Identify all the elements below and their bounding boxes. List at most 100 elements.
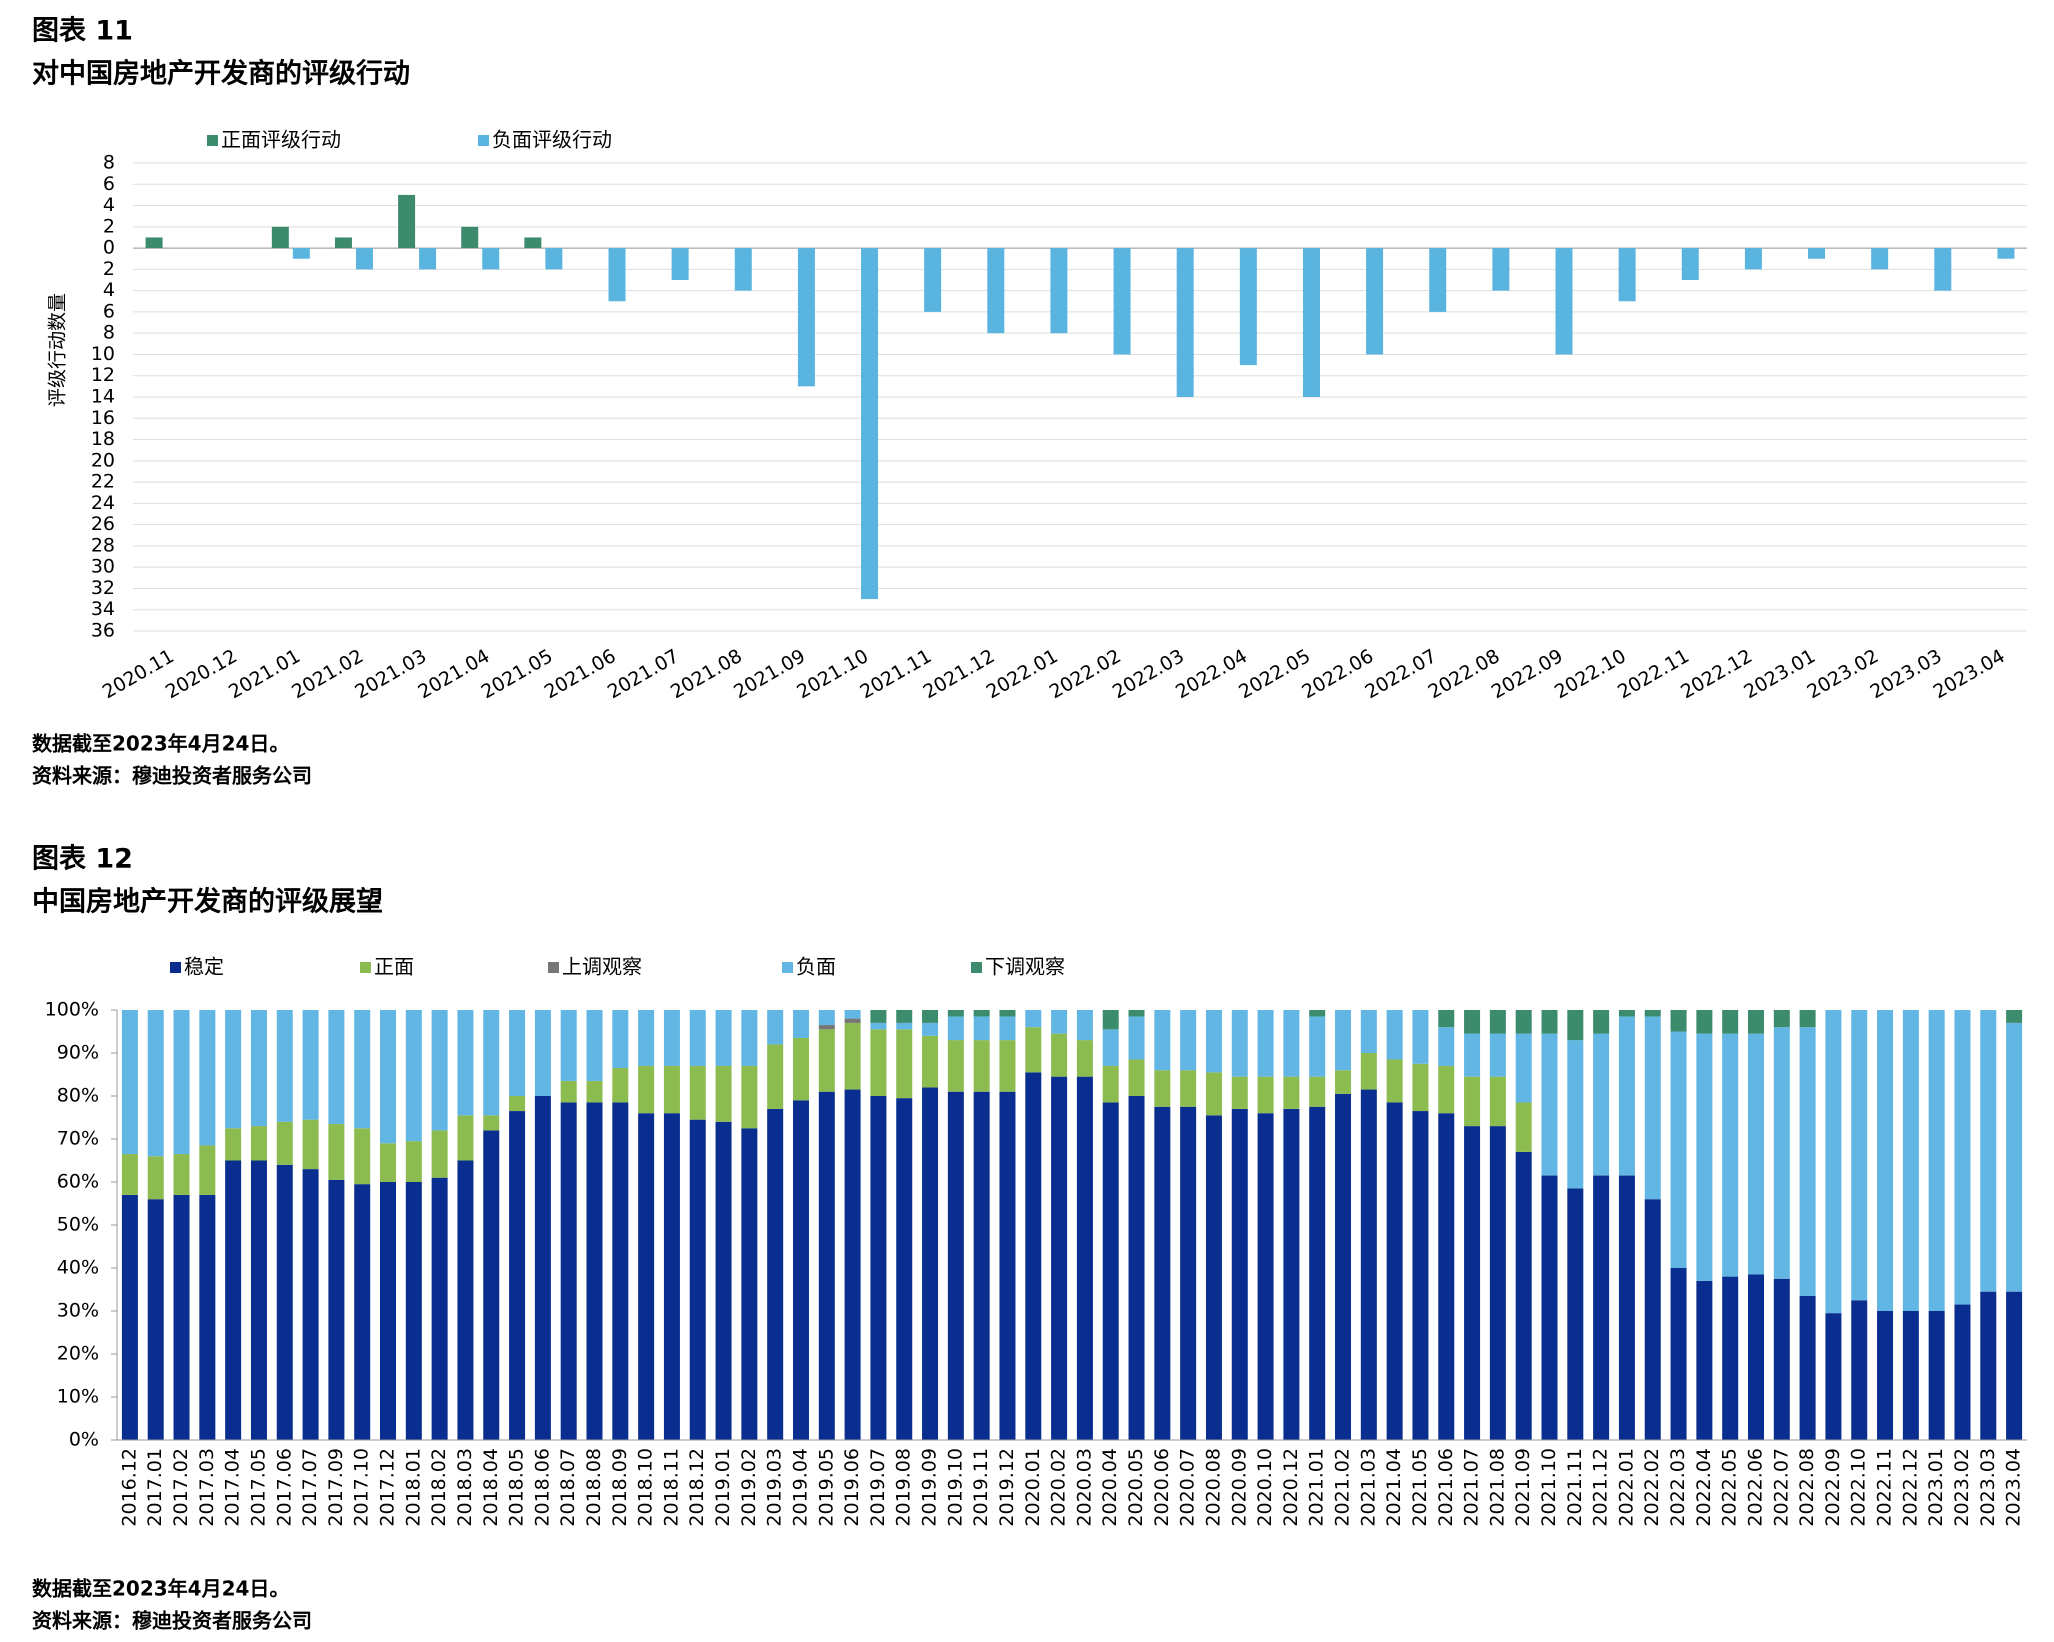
bar-segment — [1205, 1010, 1222, 1073]
x-tick-label: 2018.06 — [531, 1448, 553, 1527]
bar-segment — [483, 1010, 500, 1116]
bar — [861, 248, 879, 600]
bar-segment — [1231, 1010, 1248, 1077]
bar-segment — [612, 1102, 629, 1440]
note: 数据截至2023年4月24日。 — [32, 1577, 289, 1601]
bar-segment — [1438, 1010, 1455, 1028]
bar-segment — [1205, 1072, 1222, 1116]
x-tick-label: 2018.03 — [454, 1448, 476, 1527]
bar-segment — [947, 1091, 964, 1440]
x-tick-label: 2019.04 — [789, 1448, 811, 1527]
x-tick-label: 2018.05 — [506, 1448, 528, 1527]
bar-segment — [276, 1164, 293, 1440]
bar-segment — [792, 1010, 809, 1038]
x-tick-label: 2019.05 — [815, 1448, 837, 1527]
bar — [734, 248, 752, 291]
bar-segment — [663, 1010, 680, 1066]
x-tick-label: 2021.11 — [856, 645, 935, 703]
x-tick-label: 2021.11 — [1564, 1448, 1586, 1527]
bar-segment — [1051, 1010, 1068, 1034]
bar-segment — [1335, 1010, 1352, 1071]
bar-segment — [225, 1128, 242, 1161]
y-tick-label: 10 — [91, 343, 115, 365]
bar-segment — [715, 1010, 732, 1066]
bar-segment — [2006, 1010, 2023, 1023]
x-tick-label: 2021.05 — [1409, 1448, 1431, 1527]
bar-segment — [302, 1119, 319, 1170]
y-tick-label: 8 — [103, 322, 115, 344]
x-tick-label: 2021.08 — [667, 645, 746, 703]
bar-segment — [767, 1044, 784, 1109]
bar-segment — [1541, 1033, 1558, 1176]
x-tick-label: 2017.07 — [299, 1448, 321, 1527]
bar-segment — [741, 1128, 758, 1440]
bar-segment — [922, 1087, 939, 1440]
bar-segment — [560, 1102, 577, 1440]
x-tick-label: 2021.07 — [604, 645, 683, 703]
bar-segment — [1696, 1280, 1713, 1440]
x-tick-label: 2020.12 — [1280, 1448, 1302, 1527]
bar-segment — [973, 1091, 990, 1440]
x-tick-label: 2021.12 — [919, 645, 998, 703]
bar-segment — [818, 1029, 835, 1092]
bar — [1302, 248, 1320, 397]
bar-segment — [1283, 1076, 1300, 1109]
legend-label: 正面 — [374, 955, 414, 979]
bar-segment — [1928, 1010, 1945, 1311]
x-tick-label: 2022.09 — [1488, 645, 1567, 703]
bar-segment — [1799, 1295, 1816, 1440]
x-tick-label: 2021.09 — [1512, 1448, 1534, 1527]
x-tick-label: 2022.05 — [1719, 1448, 1741, 1527]
bar-segment — [1205, 1115, 1222, 1440]
bar-segment — [844, 1018, 861, 1023]
bar-segment — [999, 1016, 1016, 1041]
bar-segment — [509, 1010, 526, 1096]
bar-segment — [1154, 1070, 1171, 1107]
legend-swatch — [360, 962, 371, 973]
bar-segment — [922, 1010, 939, 1023]
bar-segment — [1954, 1010, 1971, 1305]
bar — [482, 248, 500, 270]
bar-segment — [560, 1010, 577, 1081]
x-tick-label: 2021.03 — [1357, 1448, 1379, 1527]
x-tick-label: 2018.09 — [609, 1448, 631, 1527]
bar-segment — [1231, 1108, 1248, 1440]
bar-segment — [1980, 1010, 1997, 1292]
legend-label: 稳定 — [184, 955, 224, 979]
bar-segment — [1567, 1040, 1584, 1189]
bar-segment — [250, 1160, 267, 1440]
bar-segment — [818, 1025, 835, 1030]
y-axis-title: 评级行动数量 — [47, 293, 69, 407]
bar-segment — [767, 1010, 784, 1045]
y-tick-label: 30% — [57, 1300, 99, 1322]
bar-segment — [199, 1145, 216, 1195]
bar-segment — [1489, 1076, 1506, 1127]
legend-label: 负面 — [796, 955, 836, 979]
bar-segment — [1902, 1311, 1919, 1440]
bar-segment — [1309, 1106, 1326, 1440]
y-tick-label: 32 — [91, 577, 115, 599]
bar — [1555, 248, 1573, 355]
x-tick-label: 2023.04 — [2003, 1448, 2025, 1527]
x-tick-label: 2018.08 — [583, 1448, 605, 1527]
bar-segment — [276, 1121, 293, 1165]
x-tick-label: 2019.10 — [944, 1448, 966, 1527]
x-tick-label: 2016.12 — [118, 1448, 140, 1527]
x-tick-label: 2020.07 — [1177, 1448, 1199, 1527]
bar-segment — [431, 1130, 448, 1178]
bar-segment — [999, 1091, 1016, 1440]
bar-segment — [638, 1113, 655, 1440]
bar — [1997, 248, 2015, 259]
bar-segment — [483, 1115, 500, 1131]
bar-segment — [1877, 1311, 1894, 1440]
bar-segment — [147, 1156, 164, 1200]
y-tick-label: 20 — [91, 449, 115, 471]
note: 资料来源：穆迪投资者服务公司 — [32, 764, 312, 788]
bar-segment — [121, 1010, 138, 1155]
bar — [461, 226, 479, 249]
x-tick-label: 2021.04 — [1383, 1448, 1405, 1527]
x-tick-label: 2022.12 — [1899, 1448, 1921, 1527]
bar — [1744, 248, 1762, 270]
bar-segment — [354, 1184, 371, 1440]
bar-segment — [1618, 1175, 1635, 1440]
